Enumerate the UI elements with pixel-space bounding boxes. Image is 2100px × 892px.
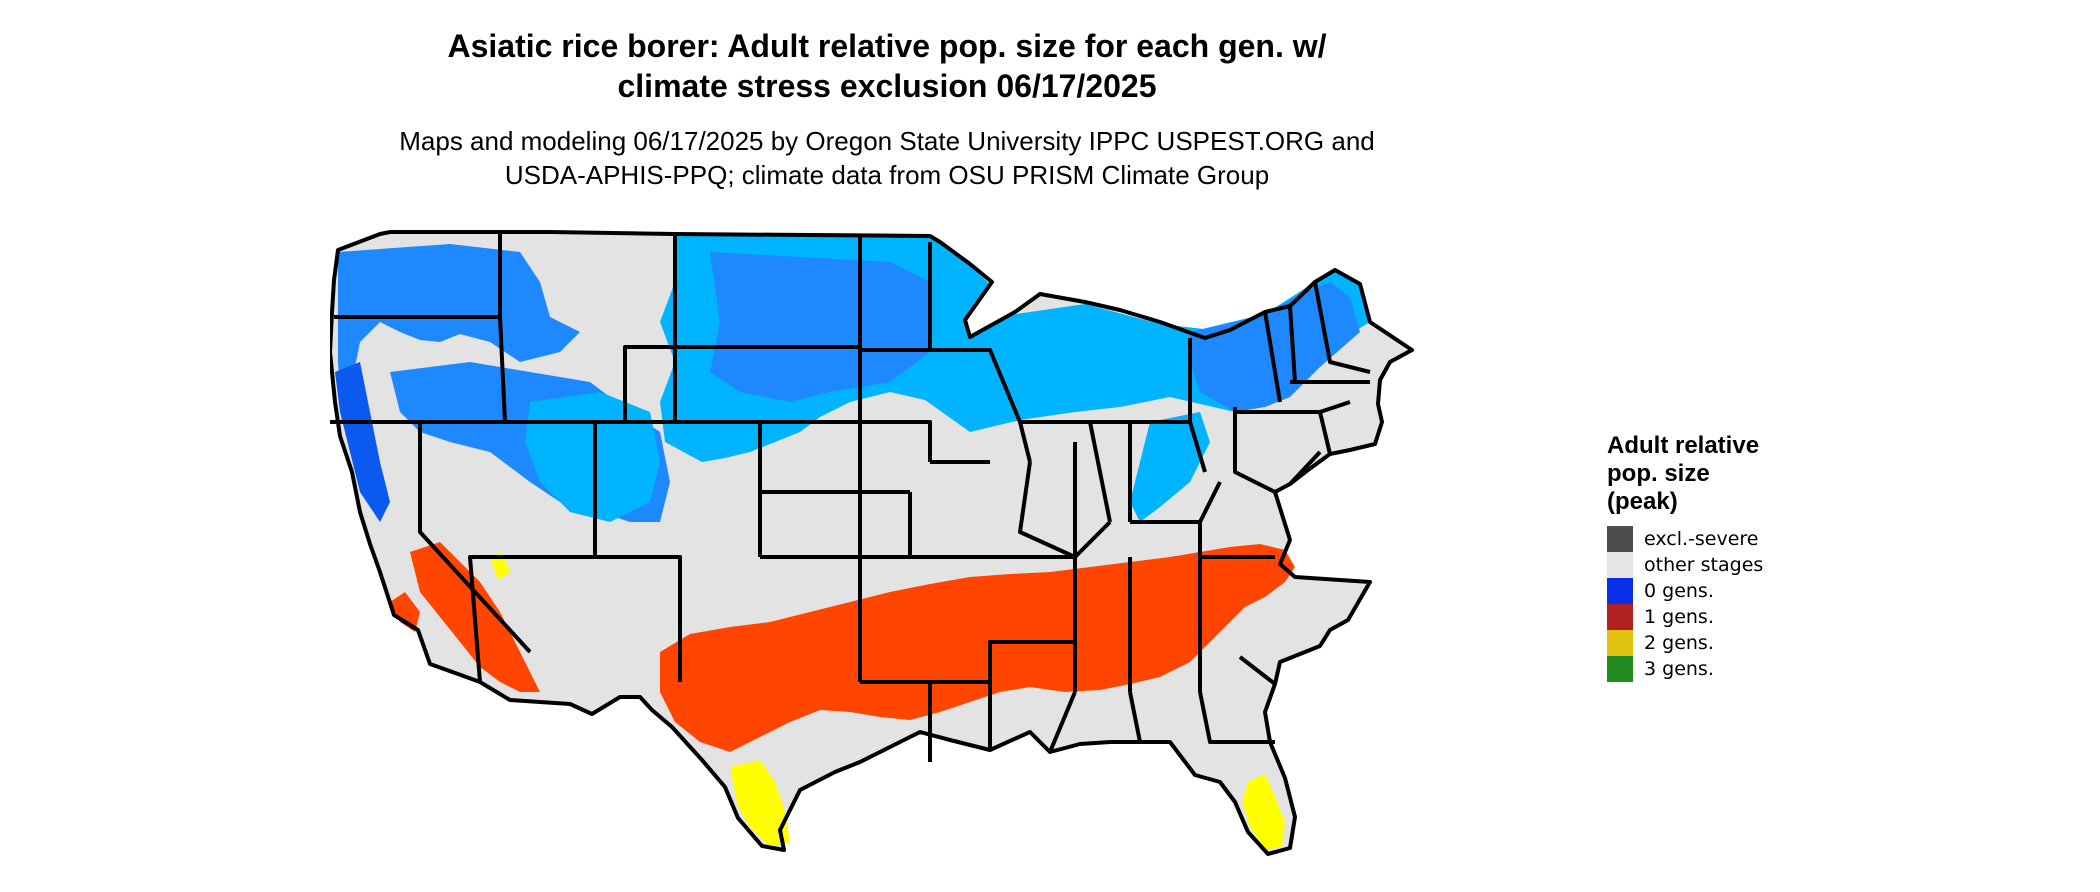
- map-title: Asiatic rice borer: Adult relative pop. …: [0, 26, 1774, 106]
- legend-title: Adult relative pop. size (peak): [1607, 432, 1867, 516]
- legend-item: 0 gens.: [1607, 578, 1867, 604]
- border-lines-west: [330, 232, 860, 683]
- legend-label: 3 gens.: [1644, 658, 1714, 680]
- zero-gens-west-coast: [335, 362, 390, 522]
- legend-item: 1 gens.: [1607, 604, 1867, 630]
- legend-item: 2 gens.: [1607, 630, 1867, 656]
- border-lines-east: [950, 338, 1276, 692]
- legend-swatch: [1607, 656, 1633, 682]
- legend-swatch: [1607, 630, 1633, 656]
- map-subtitle-line-1: Maps and modeling 06/17/2025 by Oregon S…: [399, 126, 1375, 156]
- legend-swatch: [1607, 526, 1633, 552]
- legend-title-line-3: (peak): [1607, 488, 1678, 515]
- legend-item: other stages: [1607, 552, 1867, 578]
- map-title-line-2: climate stress exclusion 06/17/2025: [617, 68, 1157, 104]
- legend-swatch: [1607, 604, 1633, 630]
- national-outline: [330, 230, 1414, 856]
- map-subtitle: Maps and modeling 06/17/2025 by Oregon S…: [0, 124, 1774, 192]
- legend-item: excl.-severe: [1607, 526, 1867, 552]
- zero-gens-region: [335, 236, 1370, 522]
- border-lines-south: [860, 640, 1277, 762]
- two-gens-south-texas: [730, 760, 790, 847]
- zero-gens-appalachian: [1130, 412, 1210, 522]
- border-lines-central: [760, 236, 1075, 682]
- legend-label: 0 gens.: [1644, 580, 1714, 602]
- zero-gens-west: [338, 244, 580, 422]
- zero-gens-rockies-light: [525, 392, 660, 522]
- border-lines-northeast: [1235, 281, 1371, 486]
- one-gen-southeast: [660, 544, 1295, 752]
- legend-label: excl.-severe: [1644, 528, 1759, 550]
- legend-label: other stages: [1644, 554, 1764, 576]
- us-map: [330, 230, 1414, 856]
- map-title-line-1: Asiatic rice borer: Adult relative pop. …: [447, 28, 1327, 64]
- legend-swatch: [1607, 552, 1633, 578]
- two-gens-florida: [1242, 774, 1285, 850]
- zero-gens-northeast: [1190, 282, 1360, 412]
- legend-label: 1 gens.: [1644, 606, 1714, 628]
- map-subtitle-line-2: USDA-APHIS-PPQ; climate data from OSU PR…: [504, 160, 1270, 190]
- legend-title-line-2: pop. size: [1607, 460, 1710, 487]
- legend-swatch: [1607, 578, 1633, 604]
- legend-label: 2 gens.: [1644, 632, 1714, 654]
- state-borders: [330, 230, 1414, 856]
- one-gen-sw-patches: [390, 592, 420, 632]
- map-legend: Adult relative pop. size (peak) excl.-se…: [1607, 432, 1867, 682]
- two-gens-region: [490, 552, 1285, 850]
- zero-gens-core-dark: [710, 252, 930, 402]
- legend-item: 3 gens.: [1607, 656, 1867, 682]
- legend-title-line-1: Adult relative: [1607, 432, 1760, 459]
- legend-items: excl.-severe other stages 0 gens. 1 gens. 2 …: [1607, 526, 1867, 682]
